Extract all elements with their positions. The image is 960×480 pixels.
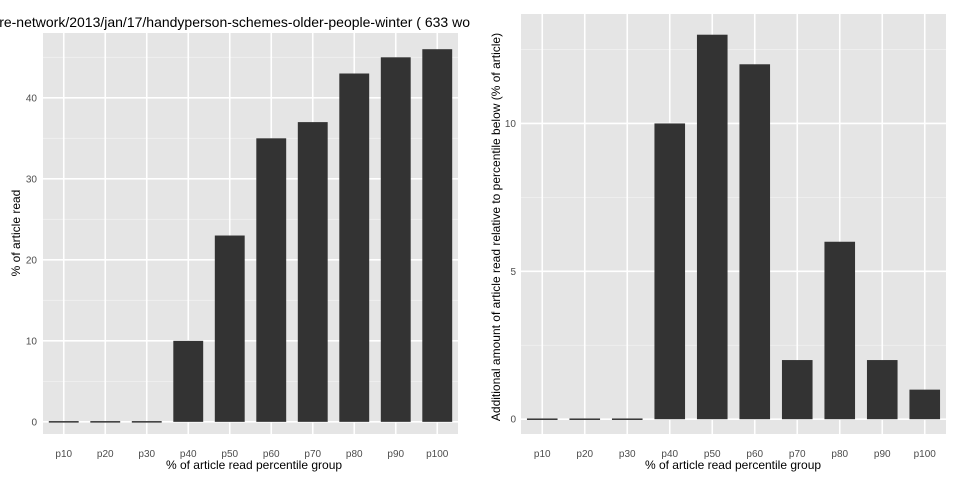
- right-x-tick-label: p70: [789, 449, 806, 460]
- right-x-tick-labels: p10 p20 p30 p40 p50 p60 p70 p80 p90 p100: [534, 449, 936, 460]
- left-bar-p70: [297, 122, 328, 422]
- left-x-tick-label: p70: [304, 449, 321, 460]
- left-y-tick-label: 20: [26, 255, 38, 266]
- right-bar-p70: [781, 360, 813, 420]
- right-x-tick-label: p90: [874, 449, 891, 460]
- right-x-tick-label: p100: [914, 449, 937, 460]
- left-x-tick-label: p50: [221, 449, 238, 460]
- right-x-tick-label: p80: [831, 449, 848, 460]
- right-bar-p50: [696, 34, 728, 420]
- left-bar-p90: [380, 57, 411, 422]
- left-bar-p50: [214, 235, 245, 422]
- left-y-tick-label: 40: [26, 93, 38, 104]
- right-bar-p30: [611, 418, 643, 420]
- left-bars: [48, 49, 453, 423]
- left-x-tick-labels: p10 p20 p30 p40 p50 p60 p70 p80 p90 p100: [55, 449, 448, 460]
- left-x-tick-label: p60: [263, 449, 280, 460]
- left-bar-p30: [131, 421, 162, 423]
- right-bar-p90: [866, 360, 898, 420]
- left-bar-p20: [90, 421, 121, 423]
- left-x-tick-label: p20: [97, 449, 114, 460]
- left-bar-p100: [422, 49, 453, 422]
- left-bar-p40: [173, 340, 204, 422]
- right-y-tick-label: 5: [510, 267, 516, 278]
- right-x-tick-label: p50: [704, 449, 721, 460]
- right-x-tick-label: p60: [746, 449, 763, 460]
- left-x-tick-label: p100: [426, 449, 449, 460]
- left-x-tick-label: p90: [387, 449, 404, 460]
- right-bar-p20: [569, 418, 601, 420]
- left-y-tick-labels: 0 10 20 30 40: [26, 93, 38, 428]
- left-y-axis-title: % of article read: [9, 190, 23, 277]
- left-bar-p60: [256, 138, 287, 422]
- left-y-tick-label: 30: [26, 174, 38, 185]
- right-bar-p10: [526, 418, 558, 420]
- left-x-axis-title: % of article read percentile group: [166, 458, 342, 472]
- right-x-tick-label: p10: [534, 449, 551, 460]
- left-x-tick-label: p80: [346, 449, 363, 460]
- left-x-tick-label: p10: [55, 449, 72, 460]
- right-x-tick-label: p30: [619, 449, 636, 460]
- right-x-axis-title: % of article read percentile group: [645, 458, 821, 472]
- right-chart: 0 5 10 p10 p20 p30 p40 p50 p60 p70 p80 p90 p100 % o…: [489, 14, 946, 472]
- right-bars: [526, 34, 941, 420]
- right-bar-p40: [654, 123, 686, 420]
- right-bar-p60: [739, 64, 771, 420]
- right-x-tick-label: p40: [661, 449, 678, 460]
- right-y-tick-label: 0: [510, 415, 516, 426]
- right-bar-p100: [909, 389, 941, 420]
- left-y-tick-label: 10: [26, 336, 38, 347]
- left-bar-p10: [48, 421, 79, 423]
- left-chart-title: re-network/2013/jan/17/handyperson-schem…: [0, 14, 470, 30]
- left-y-tick-label: 0: [31, 417, 37, 428]
- right-y-axis-title: Additional amount of article read relati…: [489, 33, 503, 421]
- right-bar-p80: [824, 241, 856, 420]
- left-x-tick-label: p30: [138, 449, 155, 460]
- right-x-tick-label: p20: [576, 449, 593, 460]
- left-x-tick-label: p40: [180, 449, 197, 460]
- right-y-tick-label: 10: [505, 119, 517, 130]
- left-bar-p80: [339, 73, 370, 422]
- right-y-tick-labels: 0 5 10: [505, 119, 517, 426]
